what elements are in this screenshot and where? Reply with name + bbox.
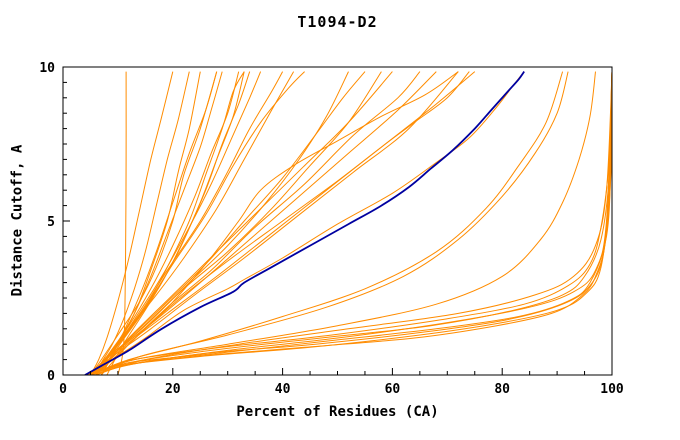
model-curve [95,71,437,375]
y-tick-label: 5 [47,215,55,230]
model-curve [95,71,349,375]
x-tick-label: 60 [385,382,401,397]
model-curve [84,71,612,375]
x-tick-label: 80 [494,382,510,397]
model-curve [95,71,459,375]
model-curve [100,71,218,375]
x-tick-label: 20 [165,382,181,397]
model-curve [90,71,525,375]
model-curve [95,71,190,375]
model-curve [95,71,245,375]
highlighted-model-curve [84,71,525,375]
model-curve [95,71,305,375]
model-curve [95,71,612,375]
model-curve [95,71,201,375]
model-curve [106,71,245,375]
y-tick-label: 0 [47,369,55,384]
model-curve [90,71,382,375]
model-curve [90,71,218,375]
model-curve [95,71,366,375]
model-curve [84,71,612,375]
model-curve [90,71,612,375]
x-tick-label: 0 [59,382,67,397]
model-curve [95,71,569,375]
model-curve [100,71,251,375]
model-curve [90,71,174,375]
model-curve [95,71,284,375]
model-curve [95,71,240,375]
model-curve [95,71,393,375]
x-axis-label: Percent of Residues (CA) [236,404,439,420]
model-curve [90,71,596,375]
model-curve [95,71,476,375]
y-tick-label: 10 [39,61,55,76]
x-tick-label: 100 [600,382,624,397]
model-curve [117,71,127,375]
x-tick-label: 40 [275,382,291,397]
chart-title: T1094-D2 [297,13,378,31]
